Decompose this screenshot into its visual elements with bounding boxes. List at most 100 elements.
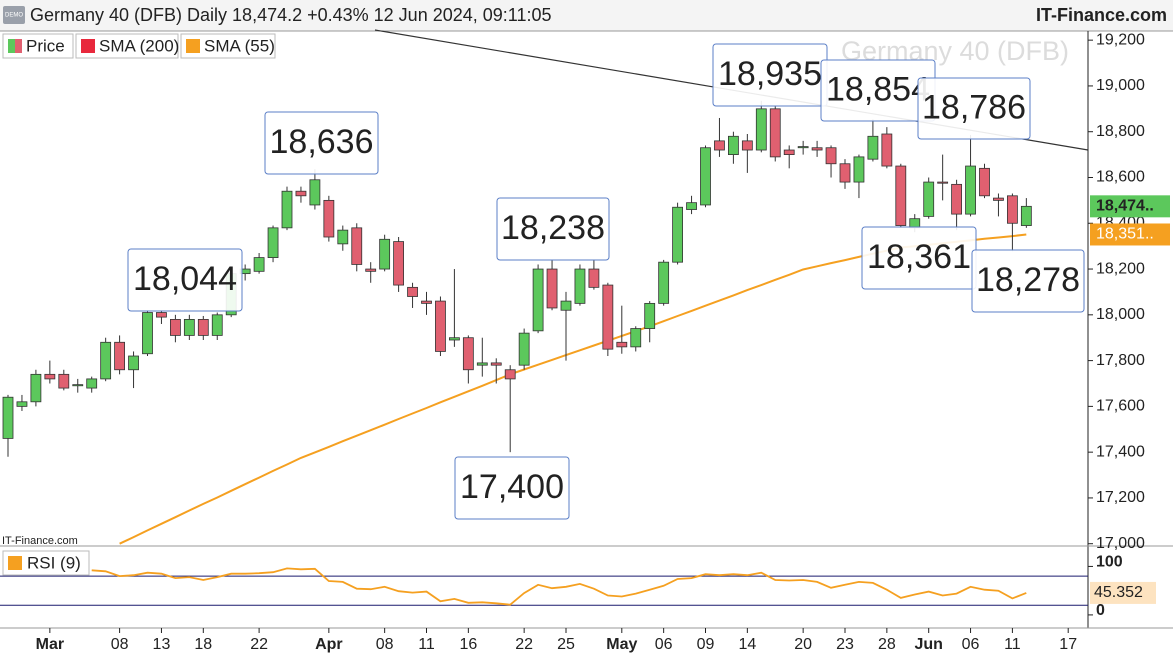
candle-body <box>797 146 809 149</box>
candle-body <box>686 202 697 210</box>
x-tick-label: 09 <box>697 636 715 653</box>
candle-body <box>337 229 349 245</box>
x-tick-label: 08 <box>376 636 394 653</box>
candle-body <box>951 183 962 215</box>
annotation-box <box>496 197 610 261</box>
rsi-tick-label: 100 <box>1096 554 1123 571</box>
x-tick-label: 11 <box>1004 636 1021 653</box>
y-tick-label: 18,800 <box>1096 123 1145 140</box>
y-tick-label: 19,000 <box>1096 77 1145 94</box>
y-tick-label: 18,600 <box>1096 169 1145 186</box>
candle-body <box>755 108 767 151</box>
sma-value-label: 18,351.. <box>1096 226 1154 243</box>
candle-body <box>379 238 391 270</box>
y-tick-label: 18,200 <box>1096 260 1145 277</box>
candle-body <box>783 149 795 155</box>
legend-swatch <box>81 39 95 53</box>
candle-body <box>825 147 837 165</box>
candle-body <box>435 300 446 352</box>
x-tick-label: 28 <box>878 636 896 653</box>
candle-body <box>937 181 949 184</box>
candle-body <box>323 199 335 238</box>
annotation-label: 18,361 <box>867 238 971 276</box>
y-tick-label: 17,000 <box>1096 535 1145 552</box>
candle-body <box>644 302 656 329</box>
legend-price: Price <box>26 36 65 55</box>
candle-body <box>490 362 502 366</box>
candle-body <box>476 362 488 366</box>
brand: IT-Finance.com <box>1036 5 1167 25</box>
y-tick-label: 17,600 <box>1096 398 1145 415</box>
annotation-box <box>917 77 1031 140</box>
annotation-label: 18,935 <box>718 55 822 93</box>
candle-body <box>156 312 167 318</box>
rsi-tick-label: 0 <box>1096 602 1105 619</box>
demo-icon <box>3 6 25 24</box>
y-tick-label: 17,800 <box>1096 352 1145 369</box>
candle-body <box>839 163 851 183</box>
candle-body <box>867 135 879 160</box>
rsi-value-label: 45.352 <box>1094 584 1143 601</box>
candle-body <box>197 318 209 336</box>
legend-swatch <box>186 39 200 53</box>
candle-body <box>16 401 28 407</box>
x-tick-label: 23 <box>836 636 854 653</box>
candle-body <box>169 318 181 336</box>
annotation-box <box>127 248 243 312</box>
rsi-line <box>91 567 1027 606</box>
candle-body <box>588 268 600 288</box>
x-tick-label: 14 <box>738 636 756 653</box>
candle-body <box>560 300 572 311</box>
candle-body <box>267 227 279 259</box>
candle-body <box>142 312 153 355</box>
candle-body <box>30 373 42 403</box>
last-price-label: 18,474.. <box>1096 198 1154 215</box>
candle-body <box>532 268 544 332</box>
annotation-box <box>971 249 1085 313</box>
candle-body <box>923 181 935 217</box>
candle-body <box>714 140 725 151</box>
x-tick-label: 18 <box>194 636 212 653</box>
rsi-value-box <box>1090 581 1156 604</box>
y-tick-label: 17,200 <box>1096 489 1145 506</box>
last-price-box <box>1090 195 1170 218</box>
rsi-legend-label: RSI (9) <box>27 553 81 572</box>
candle-body <box>183 318 195 336</box>
candle-body <box>993 197 1004 201</box>
y-tick-label: 18,000 <box>1096 306 1145 323</box>
annotation-label: 18,278 <box>976 261 1080 299</box>
candle-body <box>700 147 711 206</box>
candle-body <box>421 300 432 304</box>
x-tick-label: Apr <box>315 636 343 653</box>
candle-body <box>114 341 125 371</box>
legend-sma200: SMA (200) <box>99 36 179 55</box>
candle-body <box>769 108 781 158</box>
candle-body <box>728 135 739 156</box>
candle-body <box>965 165 976 215</box>
x-tick-label: 06 <box>962 636 980 653</box>
candle-body <box>909 218 921 229</box>
annotation-label: 18,854 <box>826 70 930 108</box>
sma-value-box <box>1090 223 1170 246</box>
candle-body <box>462 337 474 371</box>
candle-body <box>448 337 460 341</box>
candle-body <box>602 284 614 350</box>
source-note: IT-Finance.com <box>2 535 78 547</box>
candle-body <box>86 378 98 389</box>
y-tick-label: 17,400 <box>1096 443 1145 460</box>
candle-body <box>574 268 586 304</box>
candle-body <box>128 355 139 371</box>
annotation-label: 18,044 <box>133 260 237 298</box>
candle-body <box>2 396 14 439</box>
candle-body <box>253 257 265 272</box>
candle-body <box>1020 205 1032 226</box>
chart-title: Germany 40 (DFB) Daily 18,474.2 +0.43% 1… <box>30 5 551 25</box>
legend-swatch <box>15 39 22 53</box>
annotation-box <box>264 111 379 175</box>
x-tick-label: 16 <box>459 636 477 653</box>
candle-body <box>504 369 516 380</box>
candle-body <box>616 341 628 348</box>
annotation-label: 18,238 <box>501 209 605 247</box>
x-tick-label: 06 <box>655 636 673 653</box>
